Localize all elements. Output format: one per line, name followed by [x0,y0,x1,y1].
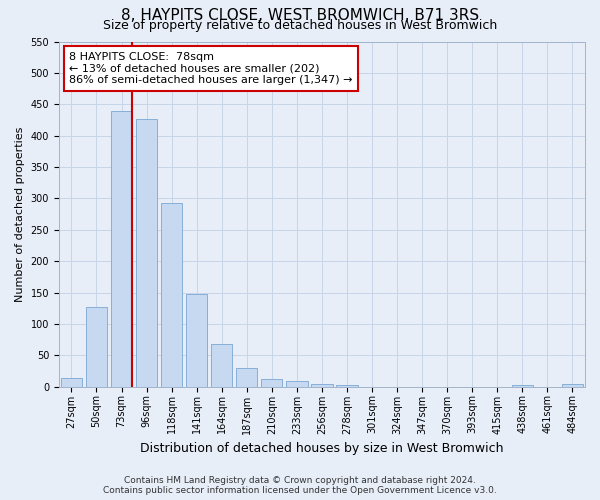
Bar [261,379,283,386]
Bar [61,378,82,386]
Bar [86,307,107,386]
Text: 8, HAYPITS CLOSE, WEST BROMWICH, B71 3RS: 8, HAYPITS CLOSE, WEST BROMWICH, B71 3RS [121,8,479,22]
Bar [562,384,583,386]
X-axis label: Distribution of detached houses by size in West Bromwich: Distribution of detached houses by size … [140,442,504,455]
Text: 8 HAYPITS CLOSE:  78sqm
← 13% of detached houses are smaller (202)
86% of semi-d: 8 HAYPITS CLOSE: 78sqm ← 13% of detached… [70,52,353,85]
Bar [286,381,308,386]
Text: Contains HM Land Registry data © Crown copyright and database right 2024.
Contai: Contains HM Land Registry data © Crown c… [103,476,497,495]
Bar [211,344,232,387]
Bar [236,368,257,386]
Bar [512,385,533,386]
Y-axis label: Number of detached properties: Number of detached properties [15,126,25,302]
Text: Size of property relative to detached houses in West Bromwich: Size of property relative to detached ho… [103,19,497,32]
Bar [136,118,157,386]
Bar [161,203,182,386]
Bar [186,294,208,386]
Bar [337,385,358,386]
Bar [111,110,132,386]
Bar [311,384,332,386]
